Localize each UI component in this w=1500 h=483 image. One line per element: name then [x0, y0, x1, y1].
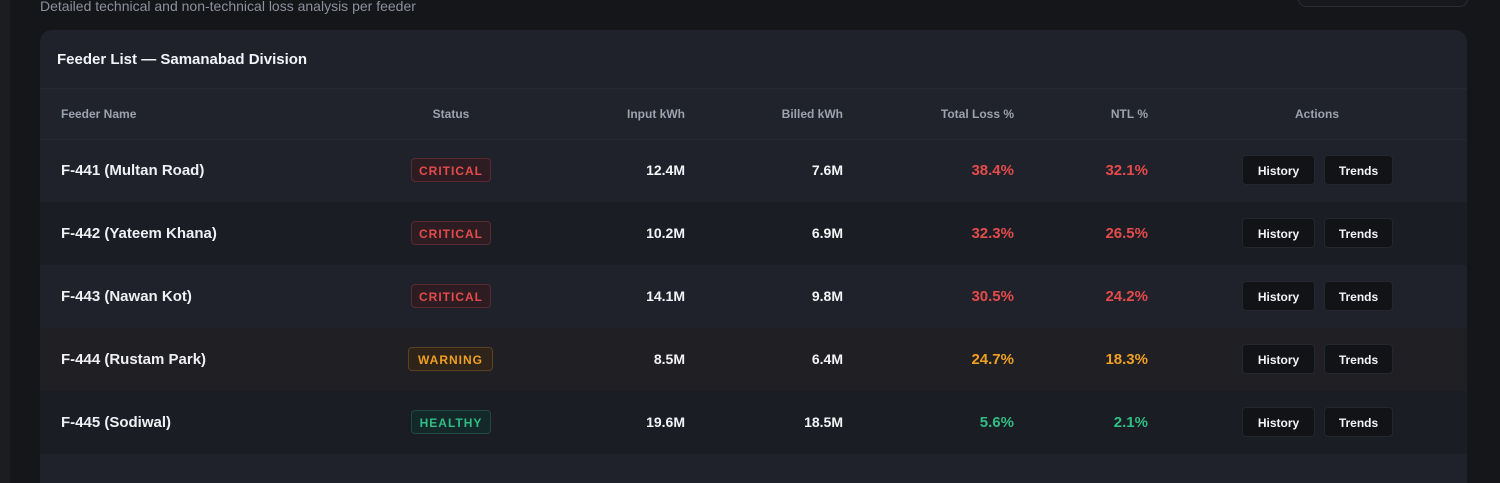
- trends-button[interactable]: Trends: [1324, 155, 1393, 185]
- feeder-name: F-445 (Sodiwal): [61, 414, 172, 431]
- total-loss: 24.7%: [971, 351, 1014, 368]
- header-control[interactable]: [1298, 0, 1468, 7]
- column-header-actions: Actions: [1294, 107, 1339, 121]
- status-badge: CRITICAL: [411, 158, 491, 182]
- history-button[interactable]: History: [1242, 281, 1315, 311]
- ntl-percent: 24.2%: [1105, 288, 1148, 305]
- billed-kwh: 7.6M: [811, 162, 843, 178]
- input-kwh: 12.4M: [646, 162, 685, 178]
- table-row: F-444 (Rustam Park) WARNING 8.5M 6.4M 24…: [40, 328, 1467, 391]
- ntl-percent: 26.5%: [1105, 225, 1148, 242]
- table-row: F-441 (Multan Road) CRITICAL 12.4M 7.6M …: [40, 139, 1467, 202]
- trends-button[interactable]: Trends: [1324, 281, 1393, 311]
- billed-kwh: 6.4M: [811, 351, 843, 367]
- ntl-percent: 18.3%: [1105, 351, 1148, 368]
- feeder-name: F-441 (Multan Road): [61, 162, 205, 179]
- input-kwh: 14.1M: [646, 288, 685, 304]
- history-button[interactable]: History: [1242, 218, 1315, 248]
- status-badge: CRITICAL: [411, 221, 491, 245]
- ntl-percent: 32.1%: [1105, 162, 1148, 179]
- input-kwh: 8.5M: [653, 351, 685, 367]
- ntl-percent: 2.1%: [1113, 414, 1148, 431]
- trends-button[interactable]: Trends: [1324, 407, 1393, 437]
- history-button[interactable]: History: [1242, 407, 1315, 437]
- table-header: Feeder Name Status Input kWh Billed kWh …: [40, 88, 1467, 140]
- billed-kwh: 9.8M: [811, 288, 843, 304]
- total-loss: 5.6%: [979, 414, 1014, 431]
- card-title: Feeder List — Samanabad Division: [57, 51, 308, 68]
- status-badge: CRITICAL: [411, 284, 491, 308]
- input-kwh: 19.6M: [646, 414, 685, 430]
- table-row: F-443 (Nawan Kot) CRITICAL 14.1M 9.8M 30…: [40, 265, 1467, 328]
- table-row: F-445 (Sodiwal) HEALTHY 19.6M 18.5M 5.6%…: [40, 391, 1467, 454]
- feeder-list-card: Feeder List — Samanabad Division Feeder …: [40, 30, 1467, 483]
- billed-kwh: 6.9M: [811, 225, 843, 241]
- left-sidebar-edge: [0, 0, 10, 483]
- status-badge: HEALTHY: [411, 410, 491, 434]
- column-header-billed-kwh: Billed kWh: [781, 107, 843, 121]
- billed-kwh: 18.5M: [804, 414, 843, 430]
- feeder-name: F-443 (Nawan Kot): [61, 288, 192, 305]
- page-subtitle: Detailed technical and non-technical los…: [40, 0, 416, 14]
- column-header-ntl: NTL %: [1110, 107, 1148, 121]
- feeder-name: F-442 (Yateem Khana): [61, 225, 217, 242]
- feeder-name: F-444 (Rustam Park): [61, 351, 207, 368]
- status-badge: WARNING: [408, 347, 493, 371]
- table-row: F-442 (Yateem Khana) CRITICAL 10.2M 6.9M…: [40, 202, 1467, 265]
- trends-button[interactable]: Trends: [1324, 344, 1393, 374]
- input-kwh: 10.2M: [646, 225, 685, 241]
- column-header-input-kwh: Input kWh: [627, 107, 685, 121]
- trends-button[interactable]: Trends: [1324, 218, 1393, 248]
- column-header-status: Status: [432, 107, 470, 121]
- total-loss: 32.3%: [971, 225, 1014, 242]
- column-header-feeder-name: Feeder Name: [61, 107, 137, 121]
- column-header-total-loss: Total Loss %: [940, 107, 1014, 121]
- total-loss: 38.4%: [971, 162, 1014, 179]
- history-button[interactable]: History: [1242, 344, 1315, 374]
- total-loss: 30.5%: [971, 288, 1014, 305]
- history-button[interactable]: History: [1242, 155, 1315, 185]
